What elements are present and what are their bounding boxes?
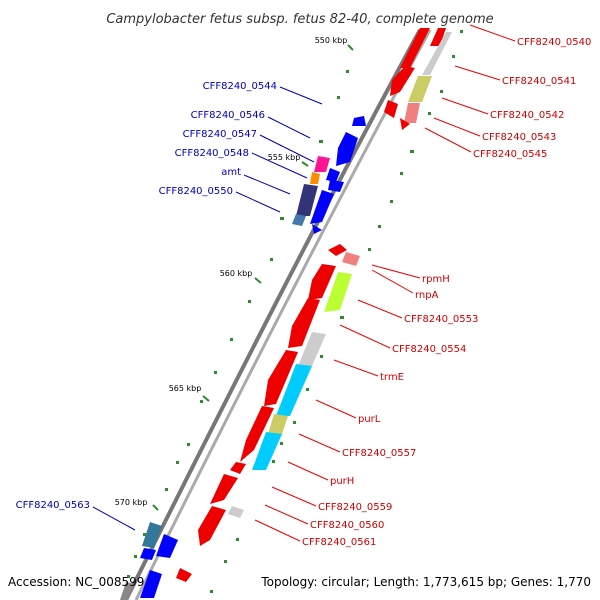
- label-purh[interactable]: purH: [330, 476, 354, 487]
- label-cff8240-0563[interactable]: CFF8240_0563: [16, 500, 90, 511]
- gene-pink-0543[interactable]: [404, 103, 420, 123]
- tick-label-565: 565 kbp: [169, 384, 202, 393]
- genome-backbone: [124, 29, 432, 600]
- label-cff8240-0550[interactable]: CFF8240_0550: [159, 186, 233, 197]
- gene-red-bottom[interactable]: [176, 568, 192, 582]
- gene-cff8240-0548[interactable]: [310, 172, 320, 184]
- label-cff8240-0560[interactable]: CFF8240_0560: [310, 520, 384, 531]
- gene-blue-small[interactable]: [328, 180, 344, 192]
- gene-cff8240-0553-red[interactable]: [308, 264, 336, 300]
- gene-purh-red[interactable]: [240, 406, 274, 462]
- gene-cff8240-0546[interactable]: [336, 132, 358, 166]
- left-leaders: [92, 86, 323, 531]
- right-leaders: [254, 24, 516, 542]
- right-labels: CFF8240_0540 CFF8240_0541 CFF8240_0542 C…: [302, 37, 591, 548]
- gene-grey-0560[interactable]: [228, 506, 244, 518]
- label-cff8240-0548[interactable]: CFF8240_0548: [175, 148, 249, 159]
- label-purl[interactable]: purL: [358, 414, 381, 425]
- gene-cff8240-0561[interactable]: [198, 506, 226, 546]
- tick-label-550: 550 kbp: [315, 36, 348, 45]
- gene-purl[interactable]: [276, 364, 312, 416]
- gene-blue-0563b[interactable]: [140, 548, 156, 560]
- label-cff8240-0540[interactable]: CFF8240_0540: [517, 37, 591, 48]
- gene-cff8240-0553[interactable]: [324, 272, 352, 312]
- reverse-genes: [120, 116, 366, 600]
- tick-label-560: 560 kbp: [220, 269, 253, 278]
- gene-red-0542[interactable]: [390, 66, 415, 96]
- label-rpmh[interactable]: rpmH: [422, 274, 450, 285]
- label-cff8240-0561[interactable]: CFF8240_0561: [302, 537, 376, 548]
- label-cff8240-0545[interactable]: CFF8240_0545: [473, 149, 547, 160]
- label-cff8240-0559[interactable]: CFF8240_0559: [318, 502, 392, 513]
- tick-label-555: 555 kbp: [268, 153, 301, 162]
- tick-label-570: 570 kbp: [115, 498, 148, 507]
- gene-trme-red[interactable]: [264, 350, 298, 406]
- label-cff8240-0557[interactable]: CFF8240_0557: [342, 448, 416, 459]
- gene-cff8240-0563[interactable]: [142, 522, 162, 548]
- gene-rnpa[interactable]: [342, 252, 360, 266]
- gene-olive-0542[interactable]: [408, 76, 432, 102]
- gene-blue-tip[interactable]: [312, 224, 322, 234]
- gene-cff8240-0544[interactable]: [352, 116, 366, 126]
- gene-amt-blue[interactable]: [326, 168, 340, 182]
- map-title: Campylobacter fetus subsp. fetus 82-40, …: [106, 12, 493, 27]
- gc-track-dots: [127, 70, 349, 578]
- gene-rpmh[interactable]: [328, 244, 347, 256]
- accession-text: Accession: NC_008599: [8, 575, 144, 589]
- gene-purh-blue[interactable]: [252, 432, 282, 470]
- gene-cff8240-0541[interactable]: [400, 28, 430, 68]
- label-cff8240-0544[interactable]: CFF8240_0544: [203, 81, 277, 92]
- gene-red-0559[interactable]: [230, 462, 246, 474]
- label-cff8240-0554[interactable]: CFF8240_0554: [392, 344, 466, 355]
- gene-red-0545b[interactable]: [400, 118, 410, 130]
- outer-track-dots: [210, 30, 463, 593]
- gene-cff8240-0550b[interactable]: [292, 214, 306, 226]
- left-labels: CFF8240_0544 CFF8240_0546 CFF8240_0547 C…: [16, 81, 277, 511]
- label-cff8240-0546[interactable]: CFF8240_0546: [191, 110, 265, 121]
- gene-cff8240-0540[interactable]: [430, 28, 446, 46]
- label-rnpa[interactable]: rnpA: [415, 290, 439, 301]
- gene-grey-0541[interactable]: [422, 32, 452, 75]
- label-amt[interactable]: amt: [221, 167, 241, 178]
- gene-blue-bottom[interactable]: [140, 570, 162, 598]
- label-cff8240-0543[interactable]: CFF8240_0543: [482, 132, 556, 143]
- gene-cff8240-0554-red[interactable]: [288, 298, 320, 348]
- gene-grey-bottom[interactable]: [120, 582, 134, 600]
- summary-text: Topology: circular; Length: 1,773,615 bp…: [260, 575, 591, 589]
- label-cff8240-0541[interactable]: CFF8240_0541: [502, 76, 576, 87]
- gene-amt[interactable]: [296, 184, 318, 216]
- gene-cff8240-0547[interactable]: [314, 156, 330, 172]
- gene-cff8240-0557-olive[interactable]: [268, 414, 288, 434]
- label-trme[interactable]: trmE: [380, 372, 404, 383]
- gene-cff8240-0554[interactable]: [298, 332, 326, 366]
- label-cff8240-0547[interactable]: CFF8240_0547: [183, 129, 257, 140]
- label-cff8240-0553[interactable]: CFF8240_0553: [404, 314, 478, 325]
- kbp-ticks: [152, 44, 354, 511]
- gene-cff8240-0550[interactable]: [310, 190, 334, 224]
- gene-red-0545[interactable]: [384, 100, 398, 118]
- gene-blue-0563[interactable]: [156, 534, 178, 558]
- gene-red-0559b[interactable]: [210, 474, 238, 504]
- label-cff8240-0542[interactable]: CFF8240_0542: [490, 110, 564, 121]
- forward-genes: [176, 28, 452, 582]
